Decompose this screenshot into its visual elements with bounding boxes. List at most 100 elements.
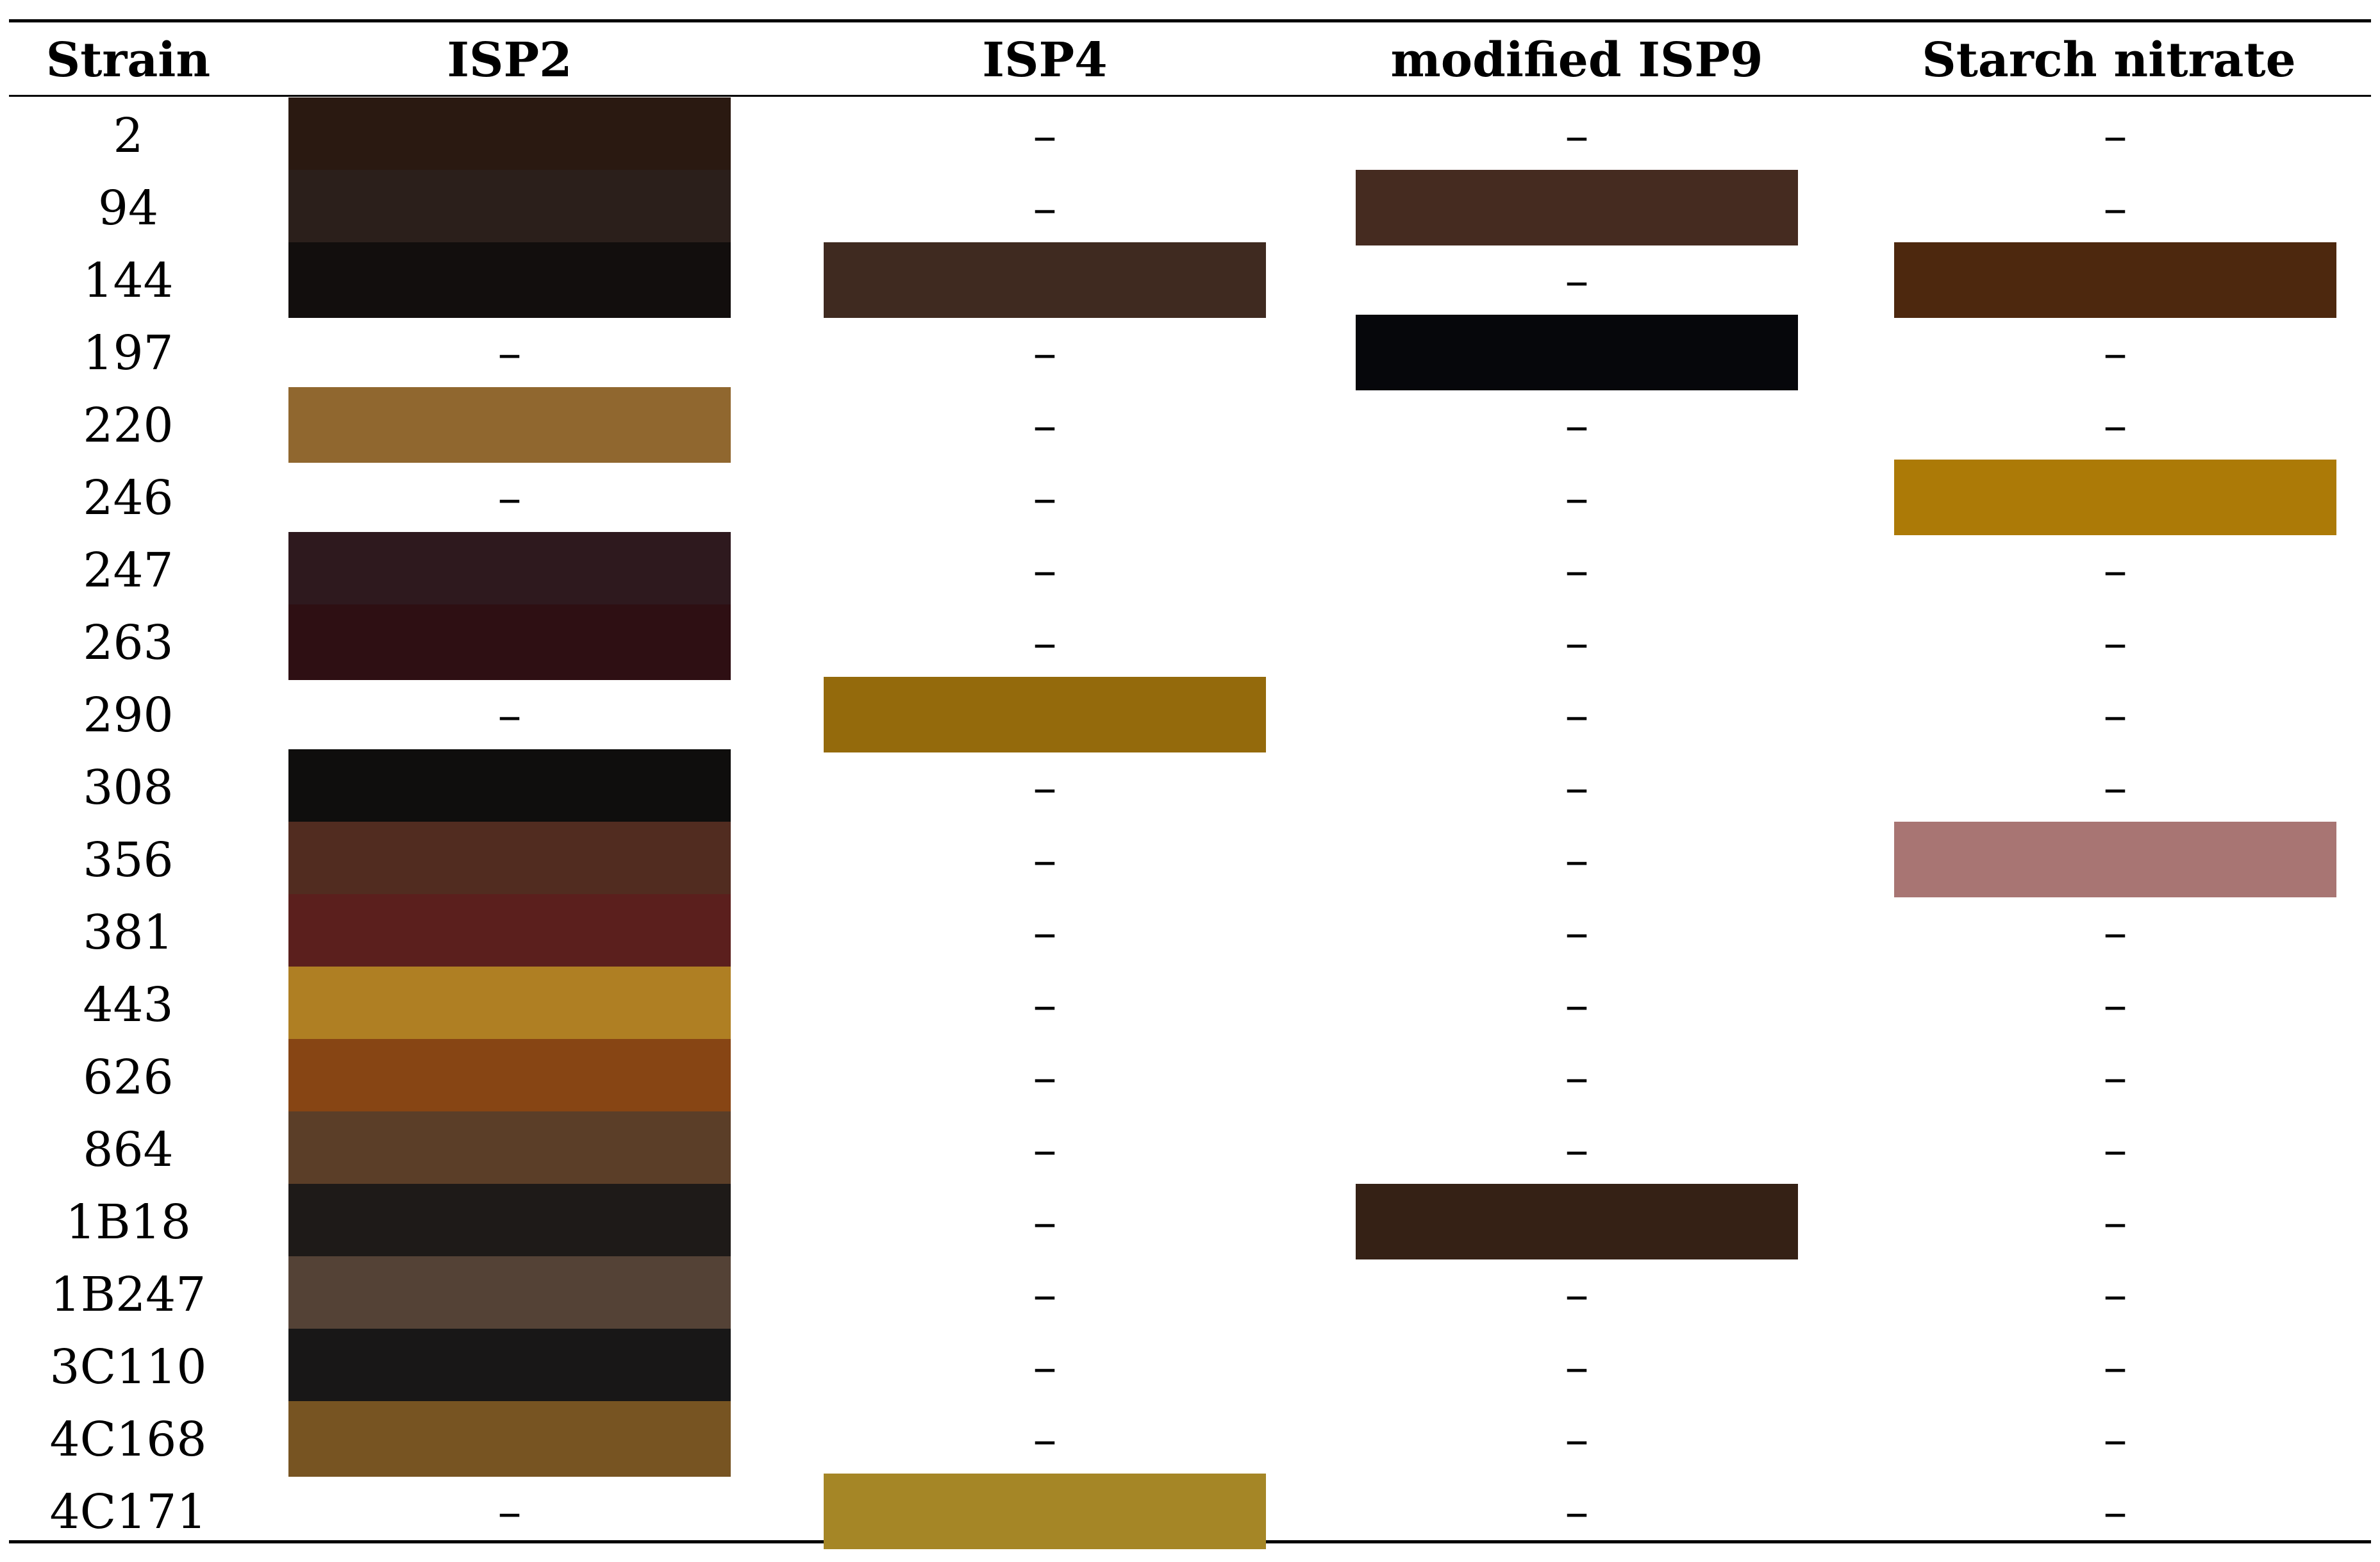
empty-cell-dash: – xyxy=(2103,977,2127,1033)
empty-cell-dash: – xyxy=(497,687,522,743)
strain-label: 4C171 xyxy=(49,1484,207,1540)
empty-cell-dash: – xyxy=(2103,325,2127,381)
empty-cell-dash: – xyxy=(2103,1267,2127,1322)
color-swatch-isp2 xyxy=(288,822,731,897)
color-swatch-starch-nitrate xyxy=(1894,822,2336,897)
empty-cell-dash: – xyxy=(1033,1411,1057,1467)
table-header-rule xyxy=(9,95,2371,97)
color-swatch-isp4 xyxy=(824,677,1266,752)
color-swatch-isp4 xyxy=(824,242,1266,318)
column-header-starch-nitrate: Starch nitrate xyxy=(1922,33,2296,88)
empty-cell-dash: – xyxy=(1033,977,1057,1033)
empty-cell-dash: – xyxy=(1033,1267,1057,1322)
empty-cell-dash: – xyxy=(2103,615,2127,670)
strain-label: 144 xyxy=(83,253,174,308)
strain-label: 4C168 xyxy=(49,1411,207,1467)
strain-label: 308 xyxy=(83,760,174,815)
empty-cell-dash: – xyxy=(1033,397,1057,453)
strain-label: 220 xyxy=(83,397,174,453)
color-swatch-isp2 xyxy=(288,967,731,1042)
empty-cell-dash: – xyxy=(1033,470,1057,526)
color-swatch-isp2 xyxy=(288,749,731,825)
strain-label: 247 xyxy=(83,542,174,598)
empty-cell-dash: – xyxy=(2103,542,2127,598)
empty-cell-dash: – xyxy=(497,470,522,526)
empty-cell-dash: – xyxy=(1565,1484,1589,1540)
empty-cell-dash: – xyxy=(1033,1122,1057,1177)
color-swatch-starch-nitrate xyxy=(1894,242,2336,318)
color-swatch-isp2 xyxy=(288,1329,731,1404)
empty-cell-dash: – xyxy=(1565,977,1589,1033)
empty-cell-dash: – xyxy=(2103,108,2127,163)
empty-cell-dash: – xyxy=(1565,832,1589,888)
empty-cell-dash: – xyxy=(1033,1049,1057,1105)
empty-cell-dash: – xyxy=(1565,470,1589,526)
empty-cell-dash: – xyxy=(1565,108,1589,163)
strain-label: 381 xyxy=(83,904,174,960)
strain-label: 246 xyxy=(83,470,174,526)
empty-cell-dash: – xyxy=(1033,760,1057,815)
color-swatch-isp2 xyxy=(288,97,731,173)
column-header-modified-isp9: modified ISP9 xyxy=(1390,33,1763,88)
strain-label: 626 xyxy=(83,1049,174,1105)
strain-label: 443 xyxy=(83,977,174,1033)
empty-cell-dash: – xyxy=(1565,1122,1589,1177)
empty-cell-dash: – xyxy=(1565,904,1589,960)
table-top-rule xyxy=(9,19,2371,22)
empty-cell-dash: – xyxy=(2103,1339,2127,1395)
empty-cell-dash: – xyxy=(1565,253,1589,308)
empty-cell-dash: – xyxy=(1565,1267,1589,1322)
empty-cell-dash: – xyxy=(1033,108,1057,163)
strain-label: 290 xyxy=(83,687,174,743)
color-swatch-isp2 xyxy=(288,170,731,245)
strain-label: 263 xyxy=(83,615,174,670)
color-swatch-modified-isp9 xyxy=(1356,170,1798,245)
empty-cell-dash: – xyxy=(1033,542,1057,598)
color-swatch-isp2 xyxy=(288,387,731,463)
empty-cell-dash: – xyxy=(2103,1194,2127,1250)
empty-cell-dash: – xyxy=(2103,687,2127,743)
color-swatch-isp2 xyxy=(288,604,731,680)
empty-cell-dash: – xyxy=(2103,760,2127,815)
strain-label: 864 xyxy=(83,1122,174,1177)
strain-label: 1B247 xyxy=(50,1267,206,1322)
empty-cell-dash: – xyxy=(1565,397,1589,453)
color-swatch-modified-isp9 xyxy=(1356,1184,1798,1259)
color-swatch-isp2 xyxy=(288,1184,731,1259)
color-swatch-isp2 xyxy=(288,894,731,970)
empty-cell-dash: – xyxy=(1033,904,1057,960)
column-header-isp4: ISP4 xyxy=(982,33,1108,88)
empty-cell-dash: – xyxy=(497,1484,522,1540)
empty-cell-dash: – xyxy=(1565,1411,1589,1467)
strain-label: 94 xyxy=(97,180,159,236)
color-swatch-isp2 xyxy=(288,242,731,318)
color-swatch-isp2 xyxy=(288,1401,731,1477)
empty-cell-dash: – xyxy=(1565,760,1589,815)
color-swatch-isp2 xyxy=(288,1256,731,1332)
empty-cell-dash: – xyxy=(1033,325,1057,381)
strain-label: 3C110 xyxy=(49,1339,207,1395)
empty-cell-dash: – xyxy=(1565,542,1589,598)
empty-cell-dash: – xyxy=(1033,1194,1057,1250)
strain-label: 1B18 xyxy=(65,1194,191,1250)
empty-cell-dash: – xyxy=(2103,1411,2127,1467)
color-swatch-isp2 xyxy=(288,532,731,608)
empty-cell-dash: – xyxy=(1565,615,1589,670)
empty-cell-dash: – xyxy=(1565,1049,1589,1105)
empty-cell-dash: – xyxy=(1033,615,1057,670)
empty-cell-dash: – xyxy=(2103,180,2127,236)
empty-cell-dash: – xyxy=(1565,687,1589,743)
column-header-strain: Strain xyxy=(46,33,211,88)
color-swatch-isp2 xyxy=(288,1111,731,1187)
empty-cell-dash: – xyxy=(2103,904,2127,960)
strain-label: 197 xyxy=(83,325,174,381)
empty-cell-dash: – xyxy=(497,325,522,381)
color-swatch-isp2 xyxy=(288,1039,731,1115)
column-header-isp2: ISP2 xyxy=(447,33,572,88)
empty-cell-dash: – xyxy=(1033,832,1057,888)
color-swatch-isp4 xyxy=(824,1474,1266,1549)
empty-cell-dash: – xyxy=(2103,1122,2127,1177)
empty-cell-dash: – xyxy=(2103,1484,2127,1540)
empty-cell-dash: – xyxy=(2103,397,2127,453)
empty-cell-dash: – xyxy=(1565,1339,1589,1395)
